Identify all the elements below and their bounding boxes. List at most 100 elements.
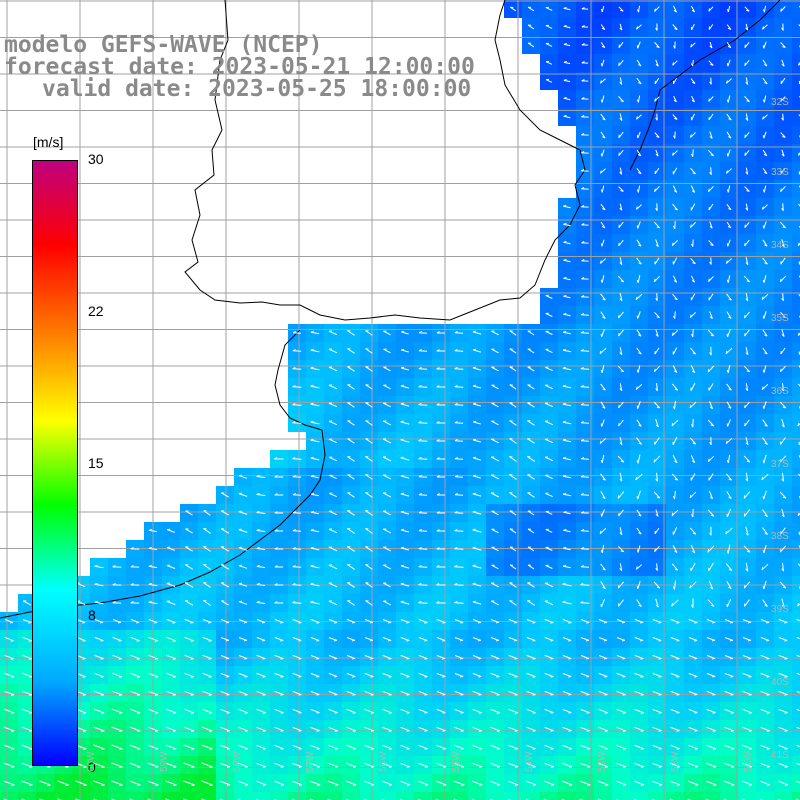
wind-arrow-head — [619, 568, 623, 572]
wind-arrow — [634, 726, 644, 732]
wind-arrow — [795, 780, 800, 784]
wind-arrow-head — [148, 564, 152, 567]
wind-arrow — [310, 583, 320, 587]
wind-arrow — [418, 744, 428, 750]
wind-arrow-head — [691, 190, 695, 193]
wind-arrow — [690, 167, 696, 175]
wind-arrow — [491, 564, 499, 570]
wind-arrow — [690, 185, 696, 193]
wind-arrow — [347, 564, 355, 570]
wind-arrow-head — [477, 639, 481, 642]
wind-arrow — [274, 619, 284, 623]
wind-arrow — [637, 454, 641, 464]
wind-arrow — [744, 419, 750, 427]
wind-arrow — [600, 131, 606, 139]
wind-arrow-head — [563, 312, 567, 315]
wind-arrow-head — [638, 172, 642, 175]
wind-arrow — [763, 311, 767, 319]
wind-arrow — [562, 421, 572, 425]
wind-arrow-head — [580, 349, 584, 352]
wind-arrow — [637, 95, 641, 103]
wind-arrow — [619, 527, 623, 535]
wind-arrow-head — [709, 442, 712, 446]
wind-arrow-head — [674, 568, 678, 571]
wind-arrow — [745, 113, 749, 121]
wind-arrow — [526, 619, 536, 623]
wind-arrow — [382, 456, 392, 462]
wind-arrow — [527, 564, 535, 570]
wind-arrow — [672, 114, 678, 120]
wind-arrow — [672, 365, 678, 373]
wind-arrow — [365, 600, 373, 606]
wind-arrow-head — [691, 63, 694, 67]
wind-arrow-head — [622, 712, 626, 714]
wind-arrow — [418, 530, 428, 532]
wind-arrow-head — [762, 315, 765, 319]
wind-arrow-head — [292, 547, 296, 550]
wind-arrow — [709, 401, 713, 409]
wind-arrow — [238, 655, 248, 659]
wind-arrow — [310, 565, 320, 569]
wind-arrow — [436, 708, 446, 714]
wind-arrow — [762, 59, 768, 67]
wind-arrow-head — [472, 330, 477, 333]
wind-arrow — [76, 600, 86, 606]
wind-arrow — [673, 5, 677, 13]
wind-arrow-head — [173, 766, 177, 768]
wind-arrow — [454, 708, 464, 714]
wind-arrow — [597, 744, 609, 750]
wind-arrow-head — [436, 331, 440, 334]
wind-arrow-head — [784, 640, 788, 642]
wind-arrow — [292, 690, 302, 696]
wind-arrow — [563, 565, 571, 569]
wind-arrow-head — [602, 388, 606, 391]
wind-arrow — [545, 313, 553, 317]
wind-arrow — [509, 402, 517, 408]
wind-arrow — [618, 96, 624, 102]
wind-arrow — [545, 366, 553, 372]
wind-arrow-head — [292, 457, 296, 460]
wind-arrow — [472, 619, 482, 623]
wind-arrow-head — [418, 384, 422, 388]
wind-arrow — [781, 418, 785, 428]
wind-arrow — [274, 762, 284, 768]
wind-arrow-head — [674, 550, 678, 554]
wind-arrow — [22, 600, 32, 606]
wind-arrow-head — [762, 405, 765, 409]
wind-arrow — [544, 600, 554, 606]
wind-arrow — [723, 762, 735, 768]
wind-arrow — [509, 510, 517, 516]
wind-arrow — [400, 601, 410, 605]
wind-arrow-head — [280, 676, 284, 678]
wind-arrow-head — [728, 316, 732, 319]
wind-arrow-head — [173, 748, 177, 750]
wind-arrow-head — [654, 98, 656, 102]
wind-arrow — [707, 419, 715, 427]
wind-arrow-head — [619, 117, 623, 121]
wind-arrow — [618, 131, 624, 139]
wind-arrow — [710, 77, 712, 85]
wind-arrow-head — [256, 600, 260, 603]
wind-arrow-head — [436, 349, 440, 352]
wind-arrow — [779, 581, 787, 589]
wind-arrow-head — [689, 314, 692, 318]
wind-arrow-head — [581, 43, 585, 46]
wind-arrow-head — [563, 61, 567, 63]
wind-arrow-head — [208, 622, 212, 624]
wind-arrow — [688, 655, 698, 659]
wind-arrow — [472, 493, 482, 497]
wind-arrow-head — [746, 370, 750, 373]
wind-arrow — [219, 744, 231, 750]
wind-arrow — [619, 77, 623, 85]
wind-arrow-head — [172, 658, 176, 660]
wind-arrow — [708, 240, 714, 246]
wind-arrow — [328, 366, 338, 372]
wind-arrow-head — [762, 496, 765, 500]
wind-arrow — [527, 402, 535, 408]
wind-arrow — [310, 457, 320, 461]
wind-arrow — [310, 618, 320, 624]
lat-label: 38S — [771, 531, 789, 542]
wind-arrow — [708, 276, 714, 282]
wind-arrow — [743, 581, 751, 589]
wind-arrow-head — [635, 206, 638, 210]
